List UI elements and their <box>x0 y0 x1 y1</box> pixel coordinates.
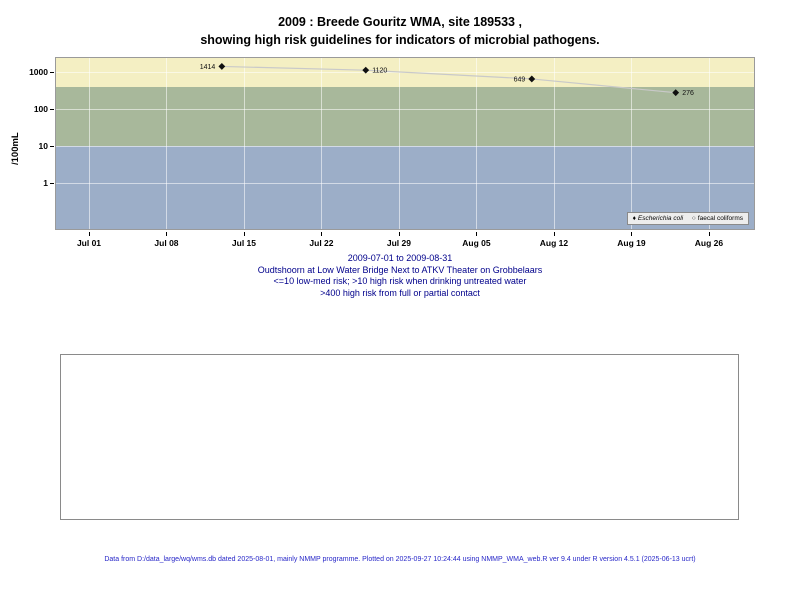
series-layer: 1414 1120 649 276 <box>200 63 694 97</box>
gridline-horizontal <box>56 183 754 184</box>
data-point-diamond <box>528 75 536 83</box>
chart-title-line1: 2009 : Breede Gouritz WMA, site 189533 , <box>278 15 522 29</box>
x-axis-tick-label: Jul 08 <box>154 238 179 248</box>
data-point-diamond <box>218 63 226 70</box>
x-axis-tick <box>398 232 400 236</box>
gridline-vertical <box>89 58 90 229</box>
y-axis-tick <box>50 72 54 73</box>
empty-panel <box>60 354 739 520</box>
y-axis-tick <box>50 146 54 147</box>
x-axis-tick-label: Jul 15 <box>231 238 257 248</box>
legend-item-faecal-coliforms: ○ faecal coliforms <box>692 215 743 222</box>
x-axis-tick-label: Jul 01 <box>76 238 102 248</box>
x-axis-tick-label: Aug 12 <box>539 238 569 248</box>
gridline-vertical <box>166 58 168 229</box>
gridline-vertical <box>398 58 400 229</box>
chart-title-line2: showing high risk guidelines for indicat… <box>200 33 600 47</box>
x-axis-tick-label: Aug 05 <box>462 238 491 248</box>
legend-label-faecal-coliforms: faecal coliforms <box>697 215 743 222</box>
caption-guideline-2: >400 high risk from full or partial cont… <box>320 287 480 298</box>
y-axis-tick <box>50 183 54 184</box>
x-axis-tick <box>166 232 168 236</box>
x-axis-tick <box>553 232 555 236</box>
plot-area: ♦ Escherichia coli ○ faecal coliforms 1414… <box>55 57 755 230</box>
data-point-label: 1120 <box>372 68 387 75</box>
data-point-label: 1414 <box>200 64 216 71</box>
gridline-vertical <box>553 58 555 229</box>
data-point-diamond <box>362 66 370 74</box>
data-point-label: 649 <box>514 76 526 83</box>
x-axis-tick <box>321 232 323 236</box>
y-axis-tick-label: 10 <box>38 141 48 151</box>
risk-band-drinking-high-risk <box>56 86 754 146</box>
gridline-vertical <box>476 58 478 229</box>
legend: ♦ Escherichia coli ○ faecal coliforms <box>626 212 749 225</box>
circle-marker-icon: ○ <box>691 215 696 222</box>
x-axis-tick <box>631 232 633 236</box>
x-axis-tick-label: Jul 29 <box>386 238 411 248</box>
gridline-vertical <box>631 58 633 229</box>
x-axis-tick <box>476 232 478 236</box>
x-axis-tick <box>89 232 90 236</box>
data-point-label: 276 <box>682 90 694 97</box>
chart-captions: 2009-07-01 to 2009-08-31 Oudtshoorn at L… <box>0 253 800 299</box>
x-axis-tick <box>243 232 245 236</box>
y-axis-tick-label: 1000 <box>29 67 48 77</box>
caption-date-range: 2009-07-01 to 2009-08-31 <box>347 253 453 263</box>
y-axis-tick-label: 1 <box>43 178 48 188</box>
x-axis-tick <box>708 232 710 236</box>
caption-guideline-1: <=10 low-med risk; >10 high risk when dr… <box>273 276 527 286</box>
gridline-vertical <box>321 58 323 229</box>
y-axis-tick <box>50 109 54 110</box>
x-axis-tick-label: Aug 26 <box>694 238 724 248</box>
footer-provenance-text: Data from D:/data_large/wq/wms.db dated … <box>104 556 696 563</box>
data-point-diamond <box>672 89 680 97</box>
x-axis-tick-label: Aug 19 <box>617 238 646 248</box>
gridline-horizontal <box>56 146 754 147</box>
legend-item-ecoli: ♦ Escherichia coli <box>633 215 684 222</box>
gridline-vertical <box>243 58 245 229</box>
gridline-horizontal <box>56 109 754 110</box>
x-axis-tick-label: Jul 22 <box>309 238 334 248</box>
chart-title: 2009 : Breede Gouritz WMA, site 189533 ,… <box>0 13 800 49</box>
y-axis-tick-label: 100 <box>33 104 48 114</box>
legend-label-ecoli: Escherichia coli <box>637 215 684 222</box>
gridline-vertical <box>708 58 710 229</box>
caption-site: Oudtshoorn at Low Water Bridge Next to A… <box>257 264 543 275</box>
diamond-marker-icon: ♦ <box>632 215 636 222</box>
series-line <box>221 65 676 94</box>
